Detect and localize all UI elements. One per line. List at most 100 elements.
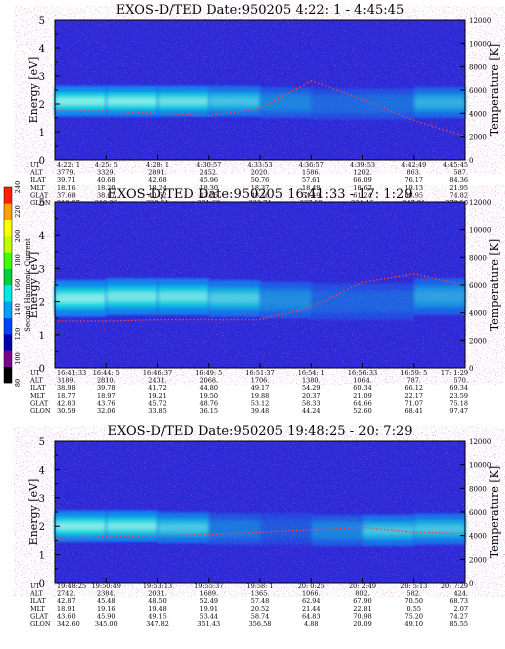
- temperature-point: [65, 320, 67, 322]
- temperature-point: [270, 316, 272, 318]
- temperature-point: [204, 533, 206, 536]
- temperature-point: [149, 319, 151, 321]
- band-core-segment: [55, 292, 107, 304]
- temperature-point: [369, 101, 371, 104]
- temperature-point: [120, 319, 122, 322]
- temperature-point: [61, 320, 64, 322]
- y-tick-label: 0: [39, 156, 45, 167]
- temperature-point: [138, 111, 140, 114]
- orbit-cell: 16:54: 1: [298, 369, 325, 377]
- orbit-cell: 43.75: [199, 191, 218, 199]
- orbit-cell: 18.48: [302, 184, 321, 192]
- temperature-point: [339, 90, 342, 93]
- temperature-point: [222, 533, 225, 535]
- temperature-point: [156, 318, 159, 321]
- temperature-point: [138, 535, 140, 537]
- orbit-cell: 45.90: [97, 612, 116, 620]
- orbit-cell: 4:28: 1: [146, 161, 169, 169]
- temperature-point: [98, 110, 100, 112]
- orbit-cell: 52.60: [353, 407, 372, 415]
- temperature-point: [94, 536, 97, 538]
- orbit-cell: 42.83: [57, 399, 76, 407]
- orbit-cell: 20.09: [353, 620, 372, 628]
- y2-tick-label: 12000: [469, 199, 491, 207]
- temperature-point: [72, 536, 75, 539]
- temperature-point: [420, 274, 422, 277]
- orbit-cell: 30.59: [57, 407, 76, 415]
- temperature-point: [423, 123, 426, 125]
- temperature-point: [350, 286, 353, 289]
- temperature-point: [83, 536, 86, 539]
- temperature-point: [153, 535, 155, 537]
- temperature-point: [171, 534, 173, 537]
- temperature-point: [215, 318, 217, 321]
- orbit-cell: 43.60: [57, 612, 76, 620]
- temperature-point: [112, 535, 115, 538]
- orbit-row-label: UT: [30, 161, 40, 169]
- orbit-cell: 1706.: [251, 377, 270, 385]
- orbit-cell: 3779.: [57, 169, 76, 177]
- temperature-point: [233, 318, 236, 321]
- panel-title: EXOS-D/TED Date:950205 16:41:33 - 17: 1:…: [108, 187, 413, 202]
- orbit-cell: 4:33:53: [247, 161, 272, 169]
- temperature-point: [204, 114, 206, 117]
- temperature-point: [160, 534, 162, 537]
- orbit-cell: 50.76: [251, 176, 270, 184]
- temperature-point: [262, 105, 265, 108]
- temperature-point: [288, 530, 291, 532]
- temperature-point: [116, 110, 118, 113]
- orbit-cell: 45.96: [199, 176, 218, 184]
- orbit-row-label: MLT: [30, 184, 45, 192]
- colorbar-tick-label: 80: [14, 379, 22, 387]
- temperature-point: [87, 110, 89, 112]
- orbit-cell: 70.50: [404, 597, 423, 605]
- orbit-cell: 18.97: [97, 392, 116, 400]
- temperature-point: [266, 317, 269, 319]
- temperature-point: [68, 536, 71, 539]
- temperature-point: [200, 318, 203, 321]
- temperature-point: [270, 530, 272, 533]
- band-mid-segment: [362, 290, 415, 313]
- orbit-row-label: MLT: [30, 392, 45, 400]
- temperature-point: [438, 531, 441, 534]
- temperature-point: [65, 537, 67, 539]
- temperature-point: [248, 318, 250, 321]
- band-core-segment: [55, 96, 107, 106]
- temperature-point: [273, 99, 276, 102]
- temperature-point: [325, 85, 327, 87]
- orbit-cell: 64.83: [302, 612, 321, 620]
- band-core-segment: [157, 96, 210, 106]
- orbit-cell: 48.50: [148, 597, 167, 605]
- orbit-row-label: ALT: [29, 377, 43, 385]
- temperature-point: [186, 318, 188, 321]
- band-core-segment: [106, 291, 158, 302]
- temperature-point: [332, 527, 335, 530]
- colorbar-tick-label: 120: [14, 328, 22, 340]
- temperature-point: [449, 131, 452, 133]
- orbit-cell: 48.76: [199, 399, 218, 407]
- colorbar-label: Second Harmonic Current: [24, 238, 32, 332]
- y-axis-label: Energy [eV]: [27, 252, 40, 319]
- orbit-cell: 19:58: 1: [246, 582, 273, 590]
- temperature-point: [251, 318, 254, 321]
- temperature-point: [109, 536, 111, 538]
- temperature-point: [61, 110, 64, 112]
- orbit-cell: 67.90: [353, 597, 372, 605]
- orbit-cell: 64.66: [353, 399, 372, 407]
- temperature-point: [134, 319, 137, 322]
- temperature-point: [79, 536, 82, 539]
- temperature-point: [284, 312, 287, 315]
- band-mid-segment: [260, 93, 312, 112]
- temperature-point: [94, 320, 97, 322]
- temperature-point: [372, 103, 375, 105]
- orbit-cell: 68.95: [404, 191, 423, 199]
- band-mid-segment: [311, 94, 363, 114]
- y2-tick-label: 4000: [469, 533, 487, 541]
- orbit-row-label: GLON: [30, 407, 51, 415]
- temperature-point: [398, 530, 400, 532]
- temperature-point: [310, 306, 313, 308]
- temperature-point: [193, 318, 195, 321]
- orbit-cell: 802.: [355, 590, 369, 598]
- orbit-row-label: MLT: [30, 605, 45, 613]
- temperature-point: [123, 111, 126, 113]
